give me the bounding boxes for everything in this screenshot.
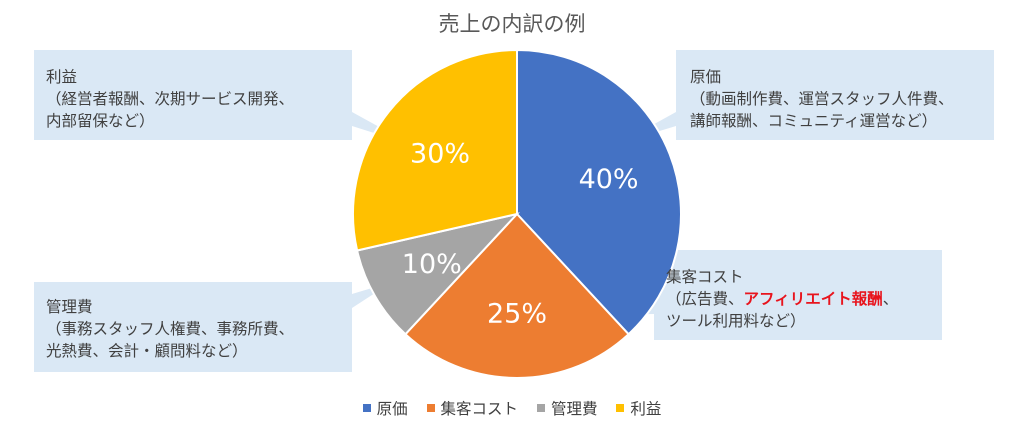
pie-slice-profit — [352, 48, 518, 252]
legend-item-marketing: 集客コスト — [426, 397, 519, 419]
callout-cost-line1: （動画制作費、運営スタッフ人件費、 — [690, 90, 954, 108]
pie-slice-marketing — [404, 212, 630, 379]
callout-marketing-line1-pre: （広告費、 — [666, 290, 744, 308]
callout-admin-line1: （事務スタッフ人権費、事務所費、 — [46, 320, 295, 338]
slice-label-admin: 10% — [402, 249, 462, 280]
callout-box-marketing — [654, 250, 942, 340]
legend-label-profit: 利益 — [630, 400, 662, 418]
legend-item-admin: 管理費 — [536, 397, 598, 419]
legend-label-marketing: 集客コスト — [440, 400, 519, 418]
callout-profit-title: 利益 — [46, 68, 78, 86]
callout-marketing: 集客コスト （広告費、アフィリエイト報酬、 ツール利用料など） — [666, 266, 898, 332]
chart-title: 売上の内訳の例 — [438, 12, 586, 36]
callout-box-profit — [34, 50, 352, 140]
callout-cost-line2: 講師報酬、コミュニティ運営など） — [690, 112, 938, 130]
legend-swatch-marketing — [426, 404, 435, 412]
callout-admin-title: 管理費 — [46, 298, 93, 316]
callout-profit: 利益 （経営者報酬、次期サービス開発、 内部留保など） — [46, 66, 294, 132]
legend-label-cost: 原価 — [376, 400, 408, 418]
callout-marketing-line1: （広告費、アフィリエイト報酬、 — [666, 288, 898, 310]
legend-swatch-admin — [536, 404, 545, 412]
callout-profit-line2: 内部留保など） — [46, 112, 155, 130]
callout-cost: 原価 （動画制作費、運営スタッフ人件費、 講師報酬、コミュニティ運営など） — [690, 66, 954, 132]
legend-item-cost: 原価 — [362, 397, 408, 419]
callout-box-cost — [676, 50, 994, 140]
pie-slice-cost — [516, 48, 682, 336]
legend-swatch-profit — [616, 404, 625, 412]
callout-admin-line2: 光熱費、会計・顧問料など） — [46, 342, 248, 360]
callout-box-admin — [34, 282, 352, 372]
callout-admin: 管理費 （事務スタッフ人権費、事務所費、 光熱費、会計・顧問料など） — [46, 296, 294, 362]
pie-slice-admin — [355, 212, 520, 336]
callout-marketing-line1-post: 、 — [882, 290, 899, 308]
legend-item-profit: 利益 — [616, 397, 661, 419]
slice-label-cost: 40% — [579, 164, 639, 195]
chart-legend: 原価 集客コスト 管理費 利益 — [0, 397, 1024, 419]
callout-cost-title: 原価 — [690, 68, 722, 86]
slice-label-profit: 30% — [410, 139, 470, 170]
legend-swatch-cost — [362, 404, 371, 412]
slice-label-marketing: 25% — [487, 298, 547, 329]
callout-marketing-highlight: アフィリエイト報酬 — [743, 290, 883, 308]
callout-profit-line1: （経営者報酬、次期サービス開発、 — [46, 90, 295, 108]
callout-marketing-line2: ツール利用料など） — [666, 312, 806, 330]
legend-label-admin: 管理費 — [550, 400, 598, 418]
callout-marketing-title: 集客コスト — [666, 268, 744, 286]
